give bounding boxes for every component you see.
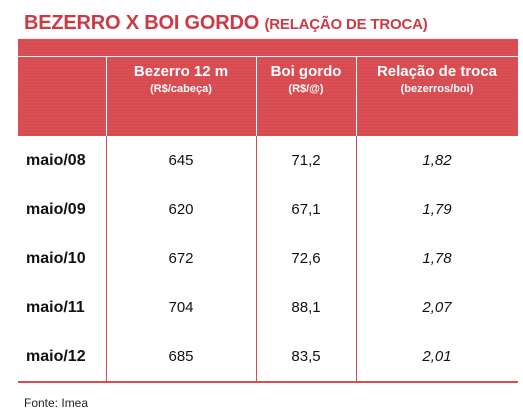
cell-relacao: 2,07: [422, 299, 452, 316]
source-note: Fonte: Imea: [24, 396, 89, 410]
table-row: maio/09 620 67,1 1,79: [18, 185, 518, 235]
column-header-unit: (R$/cabeça): [150, 83, 212, 95]
column-header-unit: (bezerros/boi): [400, 83, 474, 95]
header-divider-2: [256, 56, 257, 136]
table-body: maio/08 645 71,2 1,82 maio/09 620 67,1 1…: [18, 136, 518, 381]
header-inner-line: [18, 56, 518, 57]
table-header: Bezerro 12 m (R$/cabeça) Boi gordo (R$/@…: [18, 38, 518, 136]
cell-boi-gordo: 72,6: [291, 250, 321, 267]
cell-relacao: 1,78: [422, 250, 452, 267]
body-divider-1: [106, 136, 107, 381]
column-header-bezerro: Bezerro 12 m (R$/cabeça): [106, 63, 256, 95]
cell-period: maio/12: [26, 348, 86, 365]
table-title-sub: (RELAÇÃO DE TROCA): [264, 16, 428, 33]
column-header-boi-gordo: Boi gordo (R$/@): [256, 63, 356, 95]
cell-boi-gordo: 88,1: [291, 299, 321, 316]
column-header-unit: (R$/@): [288, 83, 324, 95]
cell-relacao: 1,82: [422, 152, 452, 169]
header-top-line: [18, 38, 518, 39]
table-bottom-border: [18, 381, 518, 383]
cell-boi-gordo: 71,2: [291, 152, 321, 169]
table-row: maio/11 704 88,1 2,07: [18, 283, 518, 333]
body-divider-2: [256, 136, 257, 381]
table-row: maio/12 685 83,5 2,01: [18, 332, 518, 382]
cell-bezerro: 620: [168, 201, 194, 218]
column-header-label: Relação de troca: [376, 63, 498, 80]
column-header-relacao: Relação de troca (bezerros/boi): [356, 63, 518, 95]
header-divider-3: [356, 56, 357, 136]
cell-period: maio/10: [26, 250, 86, 267]
table-title-main: BEZERRO X BOI GORDO: [24, 12, 260, 34]
cell-bezerro: 704: [168, 299, 194, 316]
exchange-ratio-table: Bezerro 12 m (R$/cabeça) Boi gordo (R$/@…: [18, 38, 518, 381]
cell-relacao: 1,79: [422, 201, 452, 218]
cell-bezerro: 672: [168, 250, 194, 267]
cell-bezerro: 685: [168, 348, 194, 365]
cell-period: maio/08: [26, 152, 86, 169]
cell-relacao: 2,01: [422, 348, 452, 365]
table-row: maio/08 645 71,2 1,82: [18, 136, 518, 186]
column-header-label: Bezerro 12 m: [133, 63, 229, 80]
column-header-label: Boi gordo: [270, 63, 342, 80]
body-divider-3: [356, 136, 357, 381]
cell-boi-gordo: 83,5: [291, 348, 321, 365]
table-title: BEZERRO X BOI GORDO (RELAÇÃO DE TROCA): [24, 12, 428, 35]
cell-bezerro: 645: [168, 152, 194, 169]
cell-period: maio/11: [26, 299, 85, 316]
table-row: maio/10 672 72,6 1,78: [18, 234, 518, 284]
cell-boi-gordo: 67,1: [291, 201, 321, 218]
cell-period: maio/09: [26, 201, 86, 218]
header-divider-1: [106, 56, 107, 136]
